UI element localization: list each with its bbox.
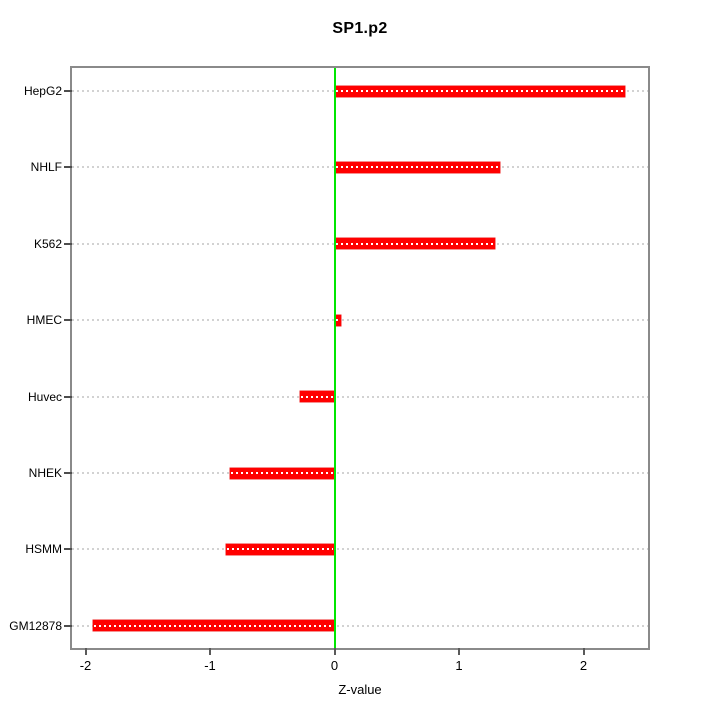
chart-title: SP1.p2 — [332, 20, 388, 37]
x-axis-tick-label: -1 — [204, 658, 216, 673]
y-axis-tick — [64, 319, 72, 322]
category-gridline — [72, 472, 648, 474]
bar-center-dots — [335, 166, 500, 169]
zvalue-bar-gm12878 — [92, 620, 335, 632]
bar-center-dots — [335, 319, 340, 322]
category-gridline — [72, 395, 648, 398]
x-axis-tick — [333, 648, 336, 655]
y-axis-tick — [64, 548, 72, 551]
y-axis-tick — [64, 90, 72, 92]
x-axis-tick-label: -2 — [79, 658, 92, 673]
y-axis-tick — [64, 166, 72, 169]
bar-center-dots — [335, 242, 495, 245]
zvalue-bar-nhek — [229, 467, 335, 479]
bar-center-dots — [300, 395, 334, 398]
x-axis-tick — [582, 648, 585, 655]
y-axis-label-hsmm: HSMM — [25, 542, 62, 557]
y-axis-label-k562: K562 — [33, 236, 62, 251]
bar-center-dots — [230, 472, 334, 474]
y-axis-label-nhek: NHEK — [28, 466, 62, 480]
x-axis-tick — [209, 648, 211, 655]
y-axis-label-nhlf: NHLF — [30, 160, 62, 175]
zvalue-bar-hepg2 — [334, 85, 625, 97]
y-axis-tick — [64, 472, 72, 474]
zvalue-bar-k562 — [334, 238, 496, 250]
y-axis-label-hmec: HMEC — [26, 313, 62, 328]
zvalue-bar-nhlf — [334, 161, 501, 173]
y-axis-tick — [64, 395, 72, 398]
category-gridline — [72, 319, 648, 322]
zvalue-bar-hsmm — [226, 543, 335, 555]
x-axis-tick-label: 2 — [579, 658, 588, 673]
x-axis-tick — [84, 648, 87, 655]
y-axis-tick — [64, 624, 72, 627]
zvalue-bar-huvec — [299, 391, 335, 403]
x-axis-tick — [458, 648, 460, 655]
category-gridline — [72, 624, 648, 627]
x-axis-title: Z-value — [338, 682, 382, 697]
x-axis-tick-label: 1 — [455, 658, 463, 673]
y-axis-tick — [64, 242, 72, 245]
y-axis-label-gm12878: GM12878 — [9, 618, 62, 633]
y-axis-label-huvec: Huvec — [27, 389, 62, 404]
zvalue-bar-hmec — [334, 314, 341, 326]
bar-center-dots — [335, 90, 624, 92]
bar-center-dots — [227, 548, 334, 551]
zero-reference-line — [333, 68, 336, 648]
plot-area — [70, 66, 650, 650]
y-axis-label-hepg2: HepG2 — [23, 84, 62, 98]
x-axis-tick-label: 0 — [330, 658, 339, 673]
bar-center-dots — [93, 624, 334, 627]
category-gridline — [72, 548, 648, 551]
